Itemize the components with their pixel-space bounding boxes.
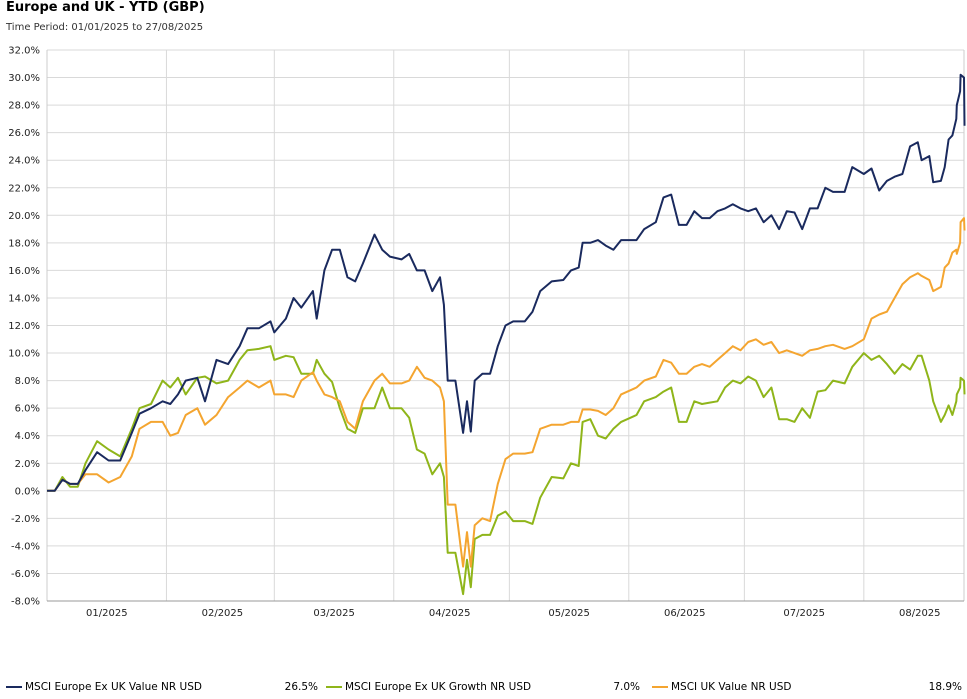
y-tick-label: 24.0%	[8, 156, 40, 167]
y-tick-label: 28.0%	[8, 101, 40, 112]
legend-item-uk-value[interactable]: MSCI UK Value NR USD	[652, 681, 792, 693]
y-axis-ticks: 32.0% 30.0% 28.0% 26.0% 24.0% 22.0% 20.0% 18.0%…	[8, 46, 40, 608]
legend-item-europe-value[interactable]: MSCI Europe Ex UK Value NR USD	[6, 681, 202, 693]
legend-label: MSCI Europe Ex UK Value NR USD	[25, 681, 202, 693]
x-tick-label: 06/2025	[664, 608, 706, 619]
y-tick-label: 8.0%	[15, 376, 40, 387]
y-tick-label: -2.0%	[11, 514, 40, 525]
legend-label: MSCI Europe Ex UK Growth NR USD	[345, 681, 532, 693]
y-tick-label: 16.0%	[8, 266, 40, 277]
y-tick-label: 14.0%	[8, 293, 40, 304]
legend-value-europe-value: 26.5%	[284, 681, 318, 693]
x-tick-label: 03/2025	[313, 608, 355, 619]
series-line-0	[47, 73, 966, 492]
legend-value-uk-value: 18.9%	[928, 681, 962, 693]
series-line-2	[47, 217, 966, 568]
y-tick-label: 10.0%	[8, 349, 40, 360]
y-tick-label: 4.0%	[15, 431, 40, 442]
y-tick-label: 26.0%	[8, 128, 40, 139]
legend-value-europe-growth: 7.0%	[613, 681, 640, 693]
y-tick-label: -6.0%	[11, 569, 40, 580]
y-tick-label: 30.0%	[8, 73, 40, 84]
line-chart: 32.0% 30.0% 28.0% 26.0% 24.0% 22.0% 20.0% 18.0%…	[8, 46, 966, 619]
legend-swatch	[6, 686, 22, 688]
x-tick-label: 05/2025	[548, 608, 590, 619]
x-tick-label: 01/2025	[86, 608, 128, 619]
y-tick-label: 2.0%	[15, 459, 40, 470]
y-tick-label: -4.0%	[11, 541, 40, 552]
x-axis-ticks: 01/2025 02/2025 03/2025 04/2025 05/2025 06/20…	[86, 608, 941, 619]
x-tick-label: 08/2025	[899, 608, 941, 619]
chart-subtitle: Time Period: 01/01/2025 to 27/08/2025	[6, 22, 204, 33]
x-tick-label: 02/2025	[202, 608, 244, 619]
chart-series	[47, 73, 966, 596]
legend-label: MSCI UK Value NR USD	[671, 681, 792, 693]
legend-swatch	[652, 686, 668, 688]
y-tick-label: -8.0%	[11, 597, 40, 608]
y-tick-label: 22.0%	[8, 183, 40, 194]
y-tick-label: 18.0%	[8, 238, 40, 249]
legend-item-europe-growth[interactable]: MSCI Europe Ex UK Growth NR USD	[326, 681, 531, 693]
legend: MSCI Europe Ex UK Value NR USD 26.5% MSC…	[0, 681, 967, 697]
x-tick-label: 07/2025	[783, 608, 825, 619]
chart-title: Europe and UK - YTD (GBP)	[6, 0, 205, 15]
y-tick-label: 20.0%	[8, 211, 40, 222]
x-tick-label: 04/2025	[429, 608, 471, 619]
y-tick-label: 6.0%	[15, 404, 40, 415]
y-tick-label: 32.0%	[8, 46, 40, 57]
legend-swatch	[326, 686, 342, 688]
y-tick-label: 0.0%	[15, 486, 40, 497]
y-tick-label: 12.0%	[8, 321, 40, 332]
series-line-1	[47, 345, 966, 596]
